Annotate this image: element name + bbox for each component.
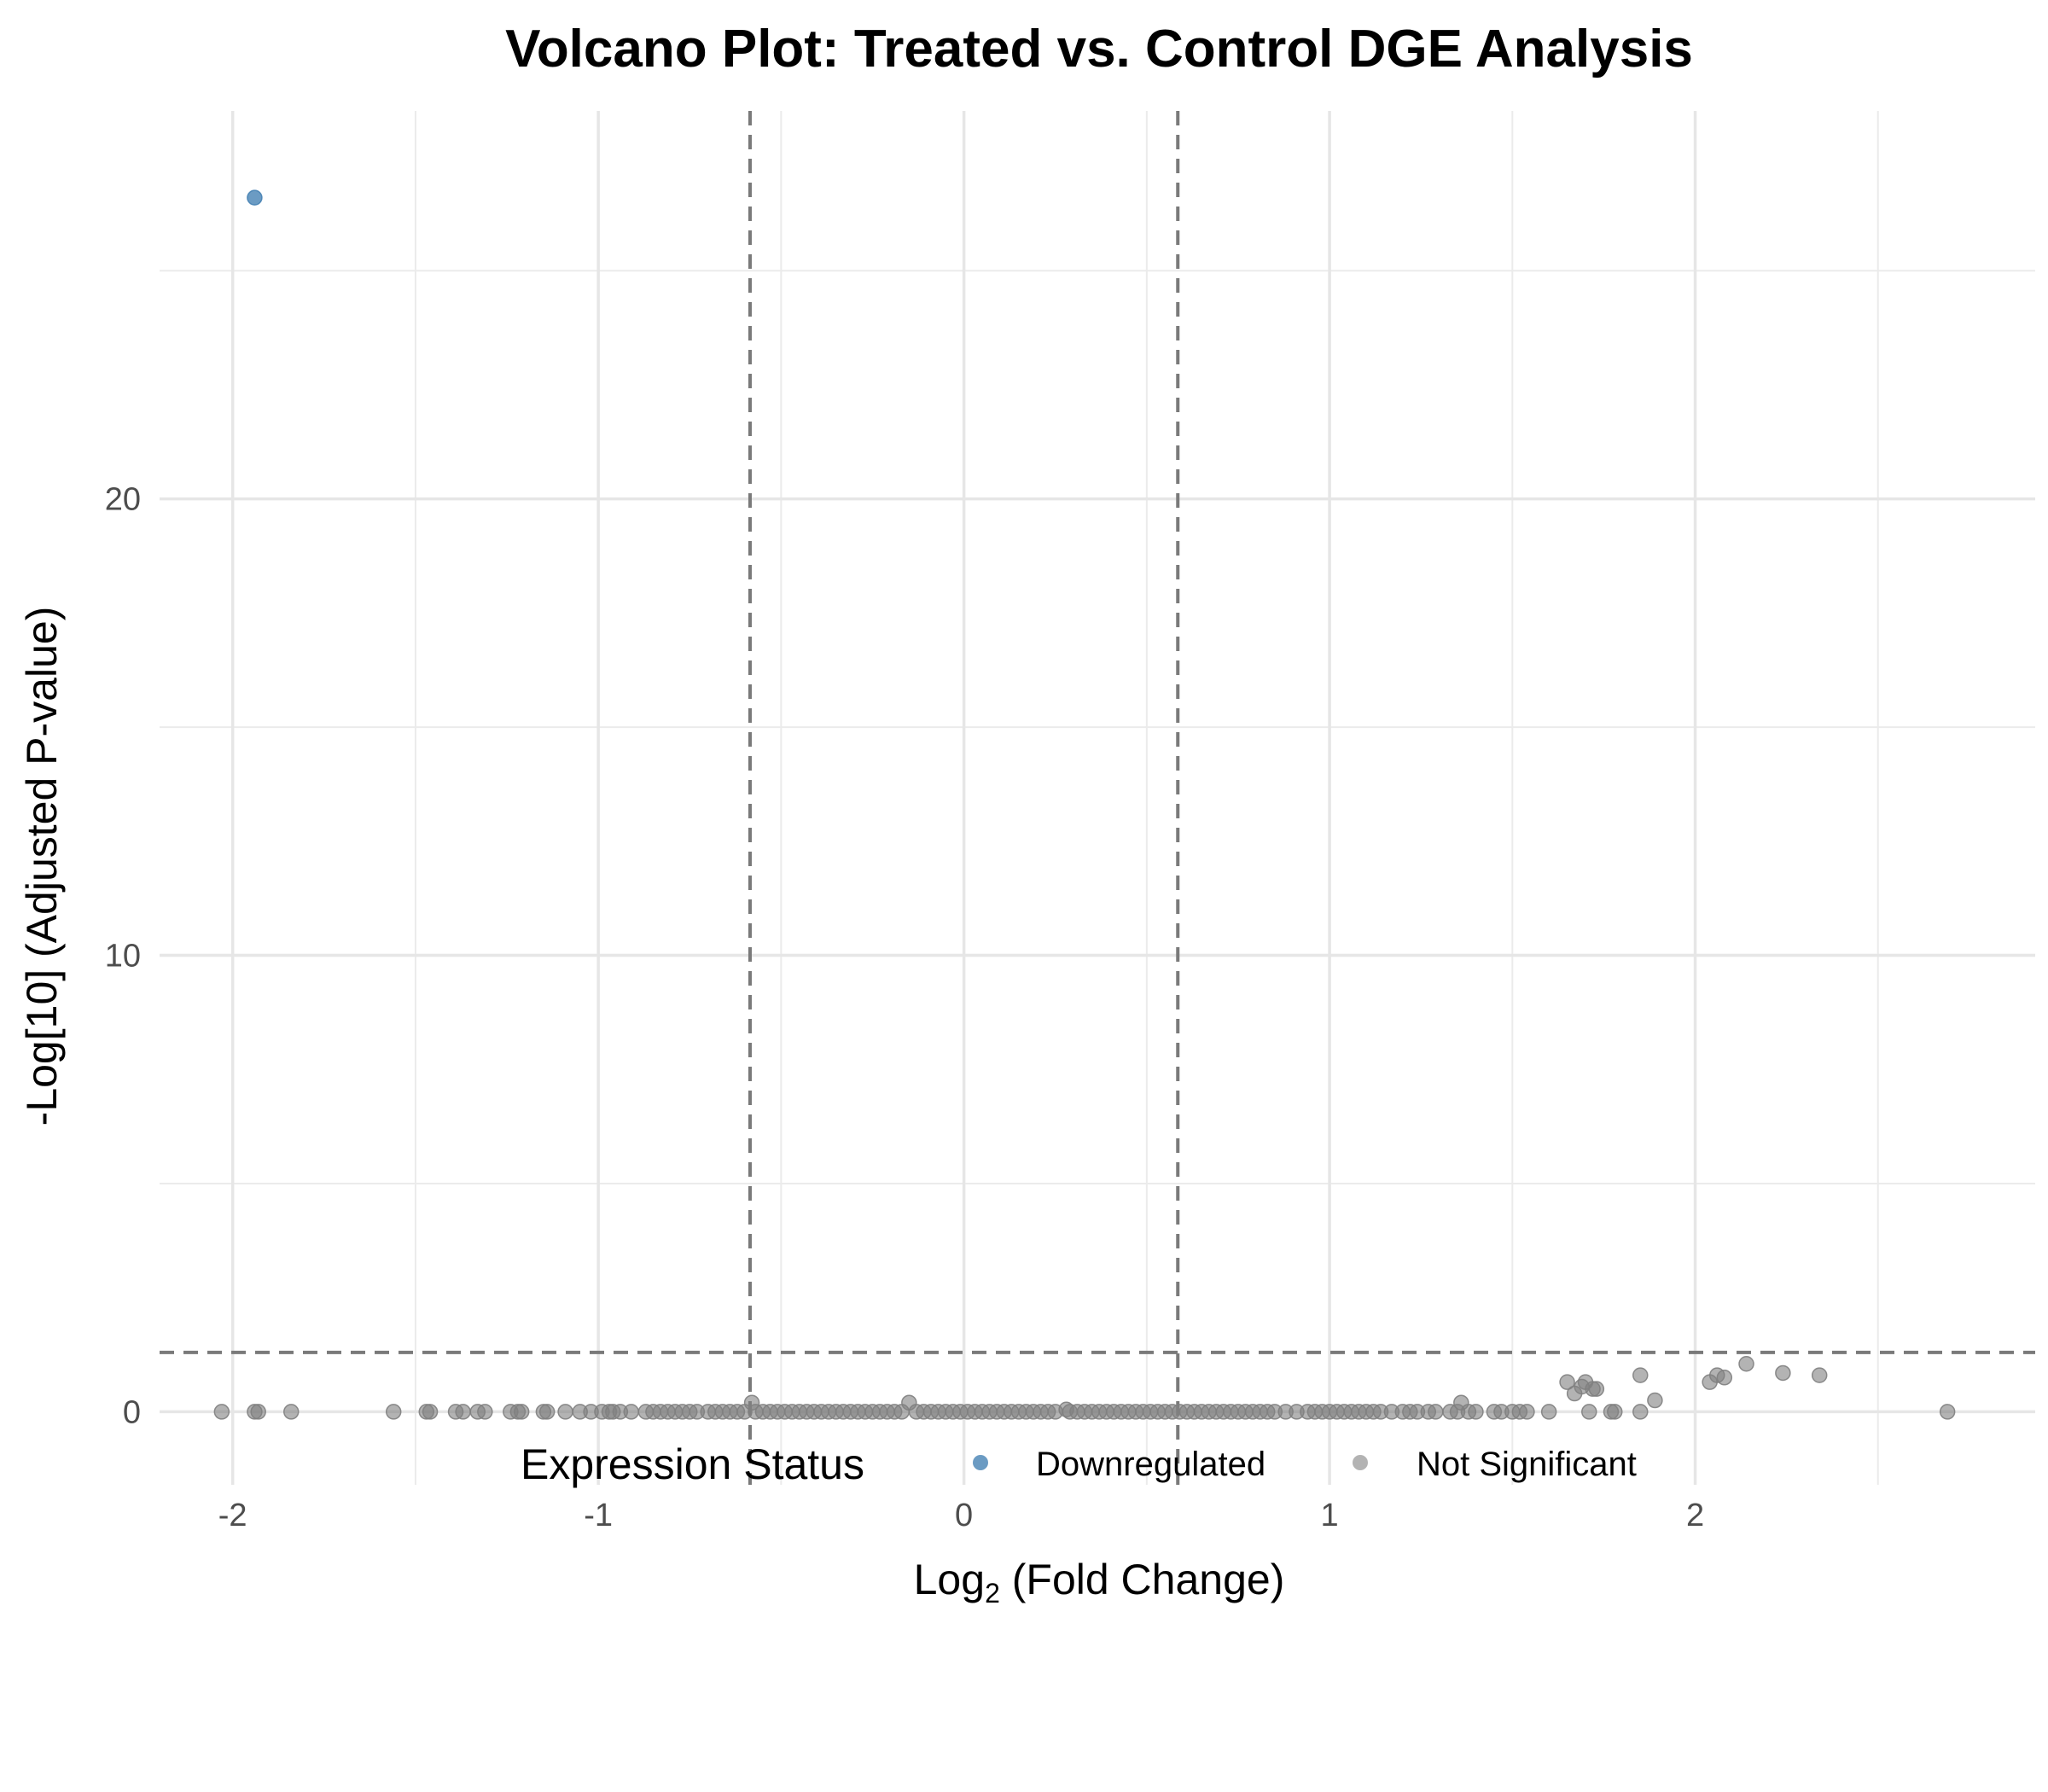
threshold-lines	[160, 111, 2035, 1485]
data-point-not-significant	[623, 1404, 639, 1420]
data-point-not-significant	[1775, 1364, 1791, 1382]
data-point-not-significant	[1647, 1392, 1663, 1409]
x-axis-title-main: Log	[914, 1556, 985, 1603]
y-tick-label: 10	[105, 939, 141, 975]
data-point-not-significant	[1540, 1404, 1557, 1420]
x-tick-label: 1	[1321, 1498, 1339, 1533]
data-point-not-significant	[1716, 1370, 1733, 1386]
data-point-not-significant	[1632, 1404, 1649, 1420]
data-point-downregulated	[247, 189, 263, 206]
legend: Expression Status Downregulated Not Sign…	[521, 1440, 1637, 1488]
data-point-not-significant	[1468, 1404, 1484, 1420]
data-point-not-significant	[1632, 1367, 1649, 1383]
data-point-not-significant	[455, 1404, 471, 1420]
data-point-not-significant	[282, 1404, 300, 1420]
y-tick-label: 20	[105, 482, 141, 518]
data-point-not-significant	[893, 1404, 911, 1420]
data-point-not-significant	[1607, 1404, 1623, 1420]
x-tick-label: 2	[1686, 1498, 1704, 1533]
data-point-not-significant	[213, 1404, 230, 1420]
data-point-not-significant	[1588, 1381, 1605, 1397]
x-axis-title: Log2 (Fold Change)	[914, 1556, 1285, 1609]
chart-title: Volcano Plot: Treated vs. Control DGE An…	[505, 20, 1693, 79]
x-axis-title-subscript: 2	[985, 1578, 1000, 1609]
data-point-not-significant	[1939, 1404, 1956, 1420]
data-point-not-significant	[1581, 1404, 1597, 1420]
x-tick-label: 0	[955, 1498, 973, 1533]
legend-label-not-significant: Not Significant	[1417, 1446, 1637, 1483]
data-point-not-significant	[385, 1404, 402, 1420]
grid-layer	[160, 111, 2035, 1485]
legend-swatch-not-significant	[1353, 1455, 1368, 1470]
data-point-not-significant	[1559, 1374, 1575, 1390]
data-point-not-significant	[1811, 1367, 1828, 1383]
y-tick-label: 0	[123, 1394, 141, 1430]
x-axis-title-rest: (Fold Change)	[1000, 1556, 1285, 1603]
data-point-not-significant	[513, 1404, 530, 1420]
x-tick-label: -1	[584, 1498, 613, 1533]
data-point-not-significant	[1428, 1404, 1444, 1420]
data-point-not-significant	[422, 1404, 439, 1420]
legend-title: Expression Status	[521, 1440, 864, 1488]
y-axis-title: -Log[10] (Adjusted P-value)	[18, 607, 66, 1126]
data-point-not-significant	[1738, 1356, 1754, 1372]
legend-label-downregulated: Downregulated	[1036, 1446, 1265, 1483]
data-point-not-significant	[1519, 1404, 1535, 1420]
data-point-not-significant	[250, 1404, 266, 1420]
x-tick-label: -2	[218, 1498, 247, 1533]
data-point-not-significant	[477, 1404, 493, 1420]
data-point-not-significant	[538, 1404, 556, 1420]
legend-swatch-downregulated	[973, 1455, 988, 1470]
points-layer	[213, 189, 1956, 1420]
data-point-not-significant	[557, 1404, 573, 1420]
